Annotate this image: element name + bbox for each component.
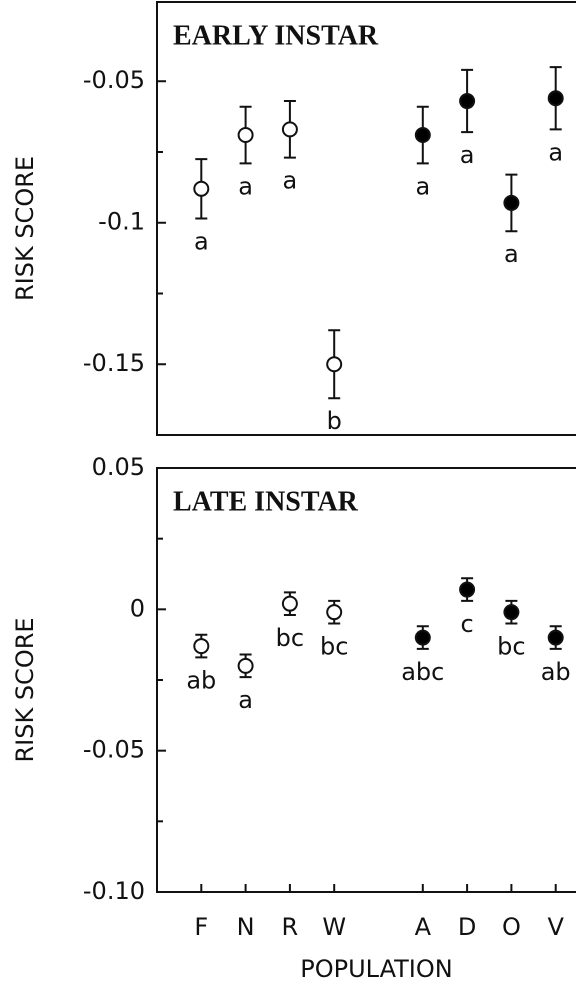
y-tick-label: -0.10: [83, 877, 145, 905]
y-tick-label: 0.05: [92, 453, 145, 481]
marker: [503, 604, 520, 621]
marker: [414, 127, 431, 144]
y-tick-label: 0: [130, 594, 145, 622]
x-tick-label: A: [415, 913, 432, 941]
group-letter: a: [415, 172, 430, 200]
panel-title: LATE INSTAR: [173, 486, 359, 517]
group-letter: a: [460, 141, 475, 169]
group-letter: abc: [401, 658, 444, 686]
group-letter: a: [504, 240, 519, 268]
x-tick-label: V: [547, 913, 564, 941]
group-letter: a: [548, 138, 563, 166]
x-tick-label: F: [194, 913, 208, 941]
marker: [237, 127, 254, 144]
x-tick-label: D: [458, 913, 476, 941]
group-letter: a: [283, 167, 298, 195]
marker: [414, 629, 431, 646]
group-letter: a: [238, 172, 253, 200]
y-axis-title: RISK SCORE: [11, 156, 39, 301]
axes-frame: [156, 467, 576, 893]
y-tick-label: -0.05: [83, 66, 145, 94]
marker: [326, 604, 343, 621]
group-letter: a: [238, 686, 253, 714]
marker: [459, 93, 476, 110]
x-tick-label: R: [282, 913, 299, 941]
x-axis-title: POPULATION: [300, 955, 452, 983]
axes-frame: [156, 1, 576, 436]
group-letter: bc: [320, 632, 348, 660]
group-letter: bc: [497, 632, 525, 660]
marker: [193, 638, 210, 655]
group-letter: bc: [276, 624, 304, 652]
group-letter: c: [460, 610, 473, 638]
group-letter: a: [194, 228, 209, 256]
x-tick-label: W: [322, 913, 346, 941]
marker: [193, 180, 210, 197]
x-tick-label: N: [237, 913, 255, 941]
y-tick-label: -0.15: [83, 349, 145, 377]
marker: [326, 356, 343, 373]
x-tick-label: O: [502, 913, 521, 941]
marker: [281, 595, 298, 612]
marker: [459, 581, 476, 598]
y-tick-label: -0.1: [98, 208, 145, 236]
marker: [237, 657, 254, 674]
y-axis-title: RISK SCORE: [11, 617, 39, 762]
marker: [547, 90, 564, 107]
y-tick-label: -0.05: [83, 736, 145, 764]
group-letter: ab: [186, 666, 216, 694]
marker: [547, 629, 564, 646]
marker: [281, 121, 298, 138]
group-letter: b: [327, 407, 342, 435]
group-letter: ab: [541, 658, 571, 686]
marker: [503, 194, 520, 211]
panel-title: EARLY INSTAR: [173, 20, 379, 51]
